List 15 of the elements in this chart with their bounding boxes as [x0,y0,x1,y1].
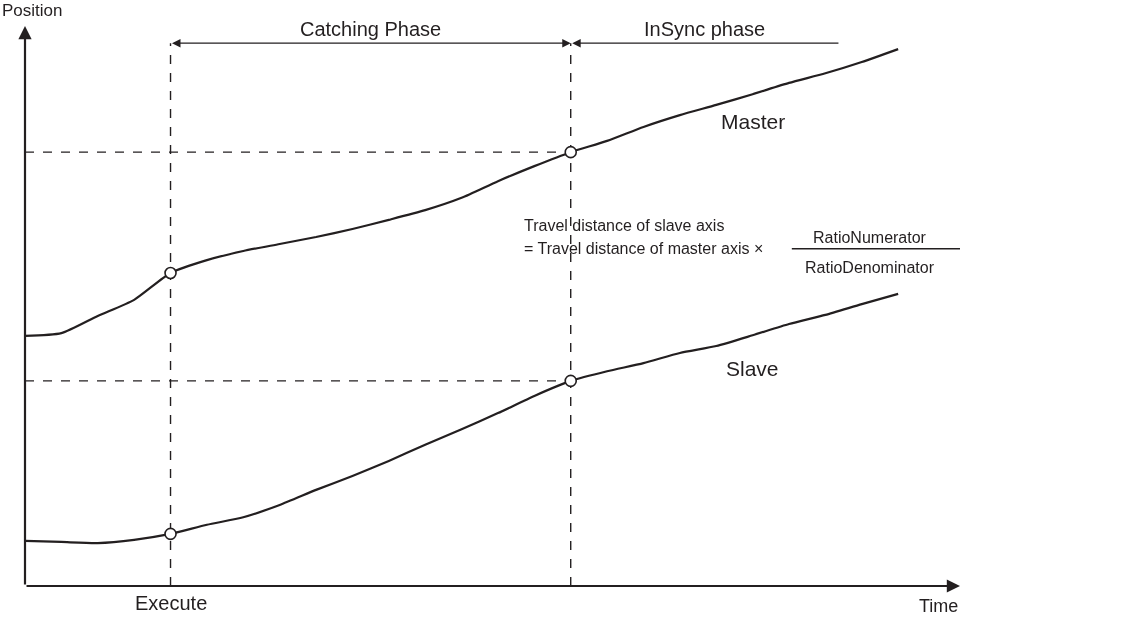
text: Catching Phase [300,18,442,40]
point [564,145,578,159]
point [564,374,578,388]
point [164,527,177,541]
annotation: RatioNumerator [813,229,927,246]
annotation: = Travel distance of master axis × [524,240,764,257]
text: Execute [135,592,208,614]
series-label: Master [721,110,786,133]
series-label: Slave [726,357,779,380]
x-axis-title: Time [919,596,959,616]
annotation: RatioDenominator [805,259,935,276]
y-axis-title: Position [2,1,63,20]
point [164,266,177,280]
annotation: Travel distance of slave axis [524,217,725,234]
text: InSync phase [644,18,766,40]
